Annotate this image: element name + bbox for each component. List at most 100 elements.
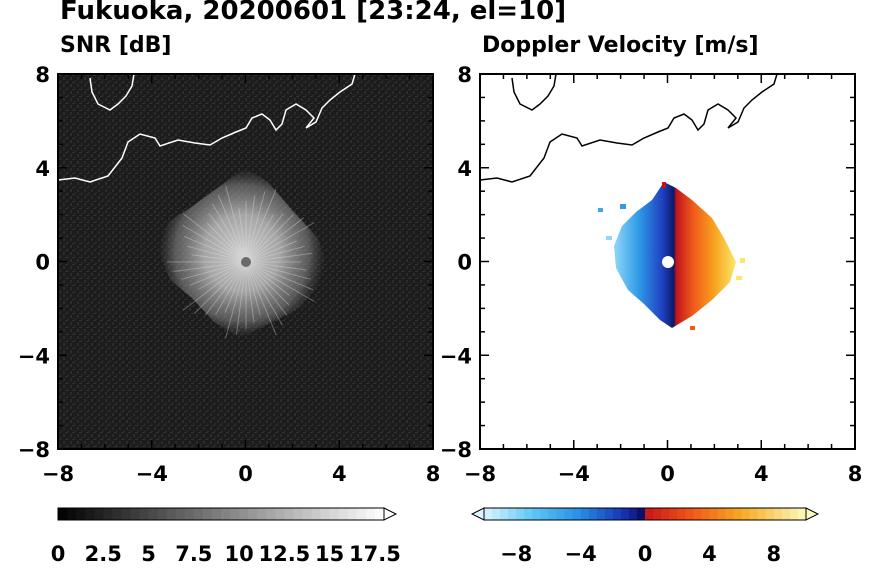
doppler-x-tick-label: 4 [754,462,769,486]
doppler-colorbar-bin [620,508,630,520]
snr-ray [245,261,314,291]
doppler-colorbar-bin [677,508,686,520]
snr-colorbar-label: 2.5 [85,542,122,566]
snr-colorbar-bin [365,508,376,520]
snr-ray [181,261,247,280]
doppler-x-tick-label: 8 [848,462,863,486]
doppler-colorbar-bin [709,508,718,520]
doppler-colorbar-bin [717,508,726,520]
doppler-colorbar-bin [781,508,791,520]
doppler-colorbar-bin [548,508,557,520]
doppler-colorbar-label: −4 [564,542,596,566]
doppler-colorbar-bin [572,508,582,520]
doppler-colorbar-bin [693,508,702,520]
snr-y-tick-label: −4 [18,344,50,368]
doppler-colorbar: −8 −4 0 4 8 [470,507,820,566]
snr-colorbar-bin [175,508,186,520]
snr-ray [183,235,247,263]
doppler-colorbar-bin [765,508,775,520]
doppler-y-tick-label: 8 [457,63,472,87]
snr-colorbar-label: 15 [315,542,344,566]
snr-colorbar-bin [347,508,358,520]
doppler-colorbar-bin [749,508,759,520]
doppler-site-marker [662,256,674,268]
snr-ray [215,261,247,316]
snr-colorbar-label: 12.5 [258,542,310,566]
doppler-colorbar-bin [669,508,678,520]
snr-colorbar: 0 2.5 5 7.5 10 12.5 15 17.5 [51,507,401,566]
doppler-panel: −8 −4 0 4 8 8 4 0 −4 −8 [440,63,863,486]
doppler-colorbar-bin [484,508,493,520]
snr-panel: −8 −4 0 4 8 8 4 0 −4 −8 [18,63,441,486]
snr-ray [245,252,313,263]
doppler-colorbar-bin [556,508,565,520]
snr-ray [225,185,247,263]
doppler-echo-area [614,182,736,328]
doppler-colorbar-bin [628,508,638,520]
snr-colorbar-bin [76,508,86,520]
snr-colorbar-max-arrow [383,507,398,521]
snr-colorbar-bin [266,508,276,520]
doppler-y-tick-label: −4 [440,344,472,368]
snr-axis-ticks: −8 −4 0 4 8 8 4 0 −4 −8 [18,63,441,486]
doppler-speckles [598,182,745,330]
doppler-colorbar-bin [661,508,670,520]
snr-colorbar-bin [374,508,385,520]
snr-y-tick-label: 0 [35,251,50,275]
snr-echo-rays [167,185,315,339]
doppler-colorbar-frame [483,507,807,521]
doppler-colorbar-bin [685,508,694,520]
doppler-colorbar-bin [492,508,501,520]
snr-ray [208,213,247,263]
snr-colorbar-bin [338,508,349,520]
snr-ray [224,261,247,313]
snr-ray [245,195,256,263]
snr-x-tick-label: 4 [332,462,347,486]
snr-colorbar-label: 10 [224,542,253,566]
doppler-colorbar-bin [524,508,533,520]
snr-colorbar-bin [311,508,322,520]
doppler-x-tick-label: 0 [660,462,675,486]
snr-colorbar-bin [193,508,204,520]
snr-colorbar-bin [121,508,131,520]
snr-colorbar-bin [230,508,240,520]
snr-ray [194,261,247,314]
snr-ray [245,240,297,263]
snr-ray [245,217,305,263]
snr-ray [182,225,247,263]
snr-colorbar-bin [139,508,150,520]
snr-ray [217,194,247,263]
snr-ray [198,261,247,290]
snr-ray [245,222,315,263]
snr-ray [245,261,311,280]
doppler-colorbar-bin [612,508,622,520]
snr-echo-area [158,168,326,338]
doppler-colorbar-bin [588,508,598,520]
doppler-y-tick-label: 4 [457,157,472,181]
snr-colorbar-bin [211,508,222,520]
snr-x-tick-label: −4 [136,462,168,486]
figure-title: Fukuoka, 20200601 [23:24, el=10] [60,0,567,26]
doppler-colorbar-bin [540,508,549,520]
snr-colorbar-bin [85,508,95,520]
snr-colorbar-bin [329,508,340,520]
snr-ray [245,261,283,326]
snr-ray [204,261,247,316]
doppler-colorbar-bin [645,508,654,520]
snr-ray [186,245,247,263]
doppler-colorbar-label: 4 [702,542,717,566]
snr-colorbar-label: 7.5 [175,542,212,566]
doppler-y-tick-label: 0 [457,251,472,275]
snr-ray [245,214,274,263]
doppler-colorbar-bin [741,508,751,520]
doppler-colorbar-bin [500,508,509,520]
doppler-x-tick-label: −4 [558,462,590,486]
snr-y-tick-label: 4 [35,157,50,181]
snr-colorbar-bin [239,508,249,520]
doppler-colorbar-bin [773,508,783,520]
doppler-coastline [480,74,778,183]
snr-ray [245,261,255,323]
snr-colorbar-bin [58,508,68,520]
doppler-colorbar-bin [564,508,574,520]
snr-colorbar-bin [112,508,122,520]
